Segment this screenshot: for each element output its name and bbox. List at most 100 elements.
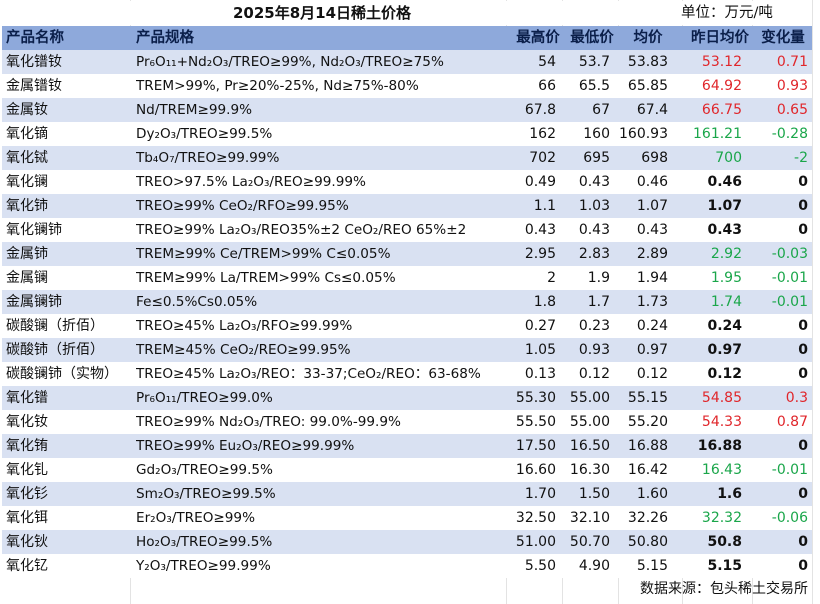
row-avg: 5.15 [612,554,668,578]
row-name: 氧化钐 [6,482,132,506]
row-low: 4.90 [562,554,610,578]
unit-label: 单位：万元/吨 [652,1,802,25]
row-prev: 1.07 [672,194,742,218]
row-name: 氧化铕 [6,434,132,458]
row-high: 2 [508,266,556,290]
row-prev: 16.88 [672,434,742,458]
row-avg: 1.94 [612,266,668,290]
table-row: 氧化钕 TREO≥99% Nd₂O₃/TREO: 99.0%-99.9% 55.50… [2,410,812,434]
row-name: 氧化镧 [6,170,132,194]
row-high: 17.50 [508,434,556,458]
table-row: 金属钕 Nd/TREM≥99.9% 67.8 67 67.4 66.75 0.65 [2,98,812,122]
row-change: 0 [746,218,808,242]
row-change: 0.87 [746,410,808,434]
row-change: 0 [746,338,808,362]
row-high: 1.05 [508,338,556,362]
row-low: 160 [562,122,610,146]
row-change: 0 [746,194,808,218]
row-prev: 53.12 [672,50,742,74]
row-avg: 0.46 [612,170,668,194]
row-high: 2.95 [508,242,556,266]
table-row: 碳酸镧铈（实物） TREO≥45% La₂O₃/REO：33-37;CeO₂/RE… [2,362,812,386]
row-avg: 160.93 [612,122,668,146]
row-spec: TREM≥99% La/TREM>99% Cs≤0.05% [136,266,506,290]
row-avg: 50.80 [612,530,668,554]
row-low: 0.43 [562,170,610,194]
row-high: 0.43 [508,218,556,242]
row-prev: 0.97 [672,338,742,362]
table-row: 氧化钬 Ho₂O₃/TREO≥99.5% 51.00 50.70 50.80 50.8 0 [2,530,812,554]
row-spec: Er₂O₃/TREO≥99% [136,506,506,530]
row-change: -0.01 [746,290,808,314]
row-change: 0 [746,482,808,506]
page-title: 2025年8月14日稀土价格 [172,1,472,25]
row-name: 氧化钬 [6,530,132,554]
row-high: 0.49 [508,170,556,194]
row-name: 金属镨钕 [6,74,132,98]
row-avg: 2.89 [612,242,668,266]
row-avg: 0.43 [612,218,668,242]
row-change: -2 [746,146,808,170]
row-spec: TREO≥45% La₂O₃/REO：33-37;CeO₂/REO：63-68% [136,362,506,386]
row-prev: 1.6 [672,482,742,506]
table-row: 氧化钆 Gd₂O₃/TREO≥99.5% 16.60 16.30 16.42 16.43 -… [2,458,812,482]
row-avg: 32.26 [612,506,668,530]
row-high: 51.00 [508,530,556,554]
row-name: 氧化钕 [6,410,132,434]
row-prev: 0.46 [672,170,742,194]
row-low: 2.83 [562,242,610,266]
row-name: 氧化钇 [6,554,132,578]
row-spec: Dy₂O₃/TREO≥99.5% [136,122,506,146]
row-high: 55.50 [508,410,556,434]
row-name: 氧化镧铈 [6,218,132,242]
row-name: 氧化铽 [6,146,132,170]
row-avg: 1.73 [612,290,668,314]
row-prev: 0.12 [672,362,742,386]
data-source: 数据来源：包头稀土交易所 [560,578,808,600]
row-prev: 1.95 [672,266,742,290]
row-prev: 54.33 [672,410,742,434]
row-change: 0 [746,362,808,386]
row-low: 53.7 [562,50,610,74]
row-spec: Ho₂O₃/TREO≥99.5% [136,530,506,554]
table-row: 碳酸铈（折佰） TREM≥45% CeO₂/REO≥99.95% 1.05 0.93 0… [2,338,812,362]
header-name: 产品名称 [6,26,132,50]
row-name: 碳酸铈（折佰） [6,338,132,362]
row-spec: TREO≥99% CeO₂/RFO≥99.95% [136,194,506,218]
row-high: 0.27 [508,314,556,338]
row-low: 0.43 [562,218,610,242]
row-spec: TREM≥45% CeO₂/REO≥99.95% [136,338,506,362]
row-spec: TREO>97.5% La₂O₃/REO≥99.99% [136,170,506,194]
table-row: 氧化铈 TREO≥99% CeO₂/RFO≥99.95% 1.1 1.03 1.07 1.… [2,194,812,218]
row-prev: 54.85 [672,386,742,410]
row-avg: 1.60 [612,482,668,506]
table-row: 氧化铽 Tb₄O₇/TREO≥99.99% 702 695 698 700 -2 [2,146,812,170]
row-name: 氧化铒 [6,506,132,530]
header-change: 变化量 [754,26,812,50]
row-name: 氧化镨 [6,386,132,410]
row-low: 50.70 [562,530,610,554]
row-prev: 50.8 [672,530,742,554]
row-prev: 0.24 [672,314,742,338]
row-spec: TREO≥45% La₂O₃/RFO≥99.99% [136,314,506,338]
row-avg: 55.20 [612,410,668,434]
table-row: 氧化铕 TREO≥99% Eu₂O₃/REO≥99.99% 17.50 16.50 16… [2,434,812,458]
row-spec: Gd₂O₃/TREO≥99.5% [136,458,506,482]
header-prev: 昨日均价 [684,26,756,50]
row-low: 1.7 [562,290,610,314]
row-prev: 1.74 [672,290,742,314]
table-row: 金属镧 TREM≥99% La/TREM>99% Cs≤0.05% 2 1.9 1.94… [2,266,812,290]
row-prev: 5.15 [672,554,742,578]
row-high: 32.50 [508,506,556,530]
row-prev: 2.92 [672,242,742,266]
row-prev: 700 [672,146,742,170]
row-low: 55.00 [562,386,610,410]
row-avg: 67.4 [612,98,668,122]
row-name: 氧化铈 [6,194,132,218]
table-row: 氧化镧铈 TREO≥99% La₂O₃/REO35%±2 CeO₂/REO 65%… [2,218,812,242]
row-low: 16.50 [562,434,610,458]
row-high: 1.70 [508,482,556,506]
row-spec: Tb₄O₇/TREO≥99.99% [136,146,506,170]
table-row: 氧化钐 Sm₂O₃/TREO≥99.5% 1.70 1.50 1.60 1.6 0 [2,482,812,506]
table-row: 金属铈 TREM≥99% Ce/TREM>99% C≤0.05% 2.95 2.83 2… [2,242,812,266]
